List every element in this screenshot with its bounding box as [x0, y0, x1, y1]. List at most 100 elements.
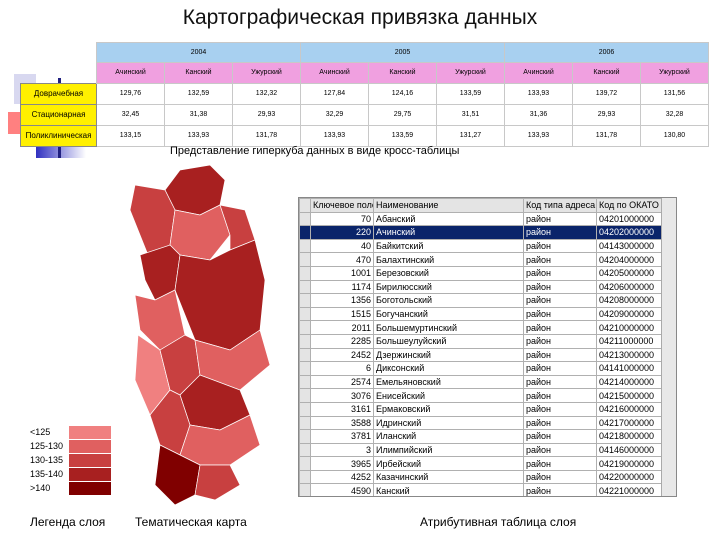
cell: 2452 [310, 347, 374, 363]
cell: 04208000000 [596, 293, 670, 308]
district-row: Ачинский Канский Ужурский Ачинский Канский Уж… [21, 62, 709, 84]
legend-swatch [68, 424, 112, 440]
district-header: Ужурский [640, 62, 709, 84]
cell: 04210000000 [596, 320, 670, 335]
cell: 131,78 [572, 124, 641, 147]
cell: 133,15 [96, 124, 165, 147]
table-row[interactable]: 3161 Ермаковский район 04216000000 [299, 401, 670, 417]
region [174, 239, 266, 351]
column-header: Код по ОКАТО [596, 198, 670, 213]
cell: 3781 [310, 429, 374, 444]
blank [21, 63, 97, 84]
cell: район [523, 238, 597, 254]
cell: район [523, 429, 597, 444]
cell: район [523, 469, 597, 485]
cell: 40 [310, 238, 374, 254]
table-row[interactable]: 1356 Боготольский район 04208000000 [299, 293, 670, 308]
cell: 470 [310, 252, 374, 267]
table-row[interactable]: 3965 Ирбейский район 04219000000 [299, 456, 670, 471]
cell: 6 [310, 361, 374, 376]
cell: Большеулуйский [373, 333, 524, 349]
legend: <125 125-130 130-135 135-140 >140 [30, 424, 112, 496]
row-indicator [299, 306, 311, 322]
cell: 1174 [310, 279, 374, 295]
table-row[interactable]: 470 Балахтинский район 04204000000 [299, 252, 670, 267]
legend-item: 130-135 [30, 452, 112, 468]
table-row[interactable]: 1174 Бирилюсский район 04206000000 [299, 279, 670, 295]
cell: район [523, 374, 597, 390]
cell: 124,16 [368, 82, 437, 105]
cell: 133,93 [504, 82, 573, 105]
table-row[interactable]: 4252 Казачинский район 04220000000 [299, 469, 670, 485]
legend-swatch [68, 452, 112, 468]
cell: 04143000000 [596, 238, 670, 254]
table-row[interactable]: 40 Байкитский район 04143000000 [299, 238, 670, 254]
row-indicator [299, 198, 311, 213]
cell: 04209000000 [596, 306, 670, 322]
cell: 130,80 [640, 124, 709, 147]
table-row[interactable]: 2285 Большеулуйский район 04211000000 [299, 333, 670, 349]
legend-label: 135-140 [30, 469, 64, 479]
cell: 2011 [310, 320, 374, 335]
cell: 04141000000 [596, 361, 670, 376]
scrollbar[interactable] [661, 198, 676, 496]
table-row[interactable]: 1001 Березовский район 04205000000 [299, 265, 670, 281]
region [194, 464, 241, 501]
table-row[interactable]: 220 Ачинский район 04202000000 [299, 225, 670, 240]
data-row: Доврачебная 129,76 132,59 132,32 127,84 124,1… [20, 82, 709, 105]
cell: 133,93 [300, 124, 369, 147]
table-row[interactable]: 3588 Идринский район 04217000000 [299, 415, 670, 431]
cell: 129,76 [96, 82, 165, 105]
column-header: Ключевое поле [310, 198, 374, 213]
cell: 2285 [310, 333, 374, 349]
cell: 04215000000 [596, 388, 670, 403]
cell: 04205000000 [596, 265, 670, 281]
cell: Балахтинский [373, 252, 524, 267]
data-row: Стационарная 32,45 31,38 29,93 32,29 29,75 31,… [20, 103, 709, 126]
cell: 127,84 [300, 82, 369, 105]
table-row[interactable]: 2452 Дзержинский район 04213000000 [299, 347, 670, 363]
row-indicator [299, 279, 311, 295]
year-header: 2005 [300, 42, 505, 63]
data-row: Поликлиническая 133,15 133,93 131,78 133,93 1… [20, 124, 709, 147]
attribute-grid: Ключевое поле Наименование Код типа адреса… [299, 198, 670, 496]
year-row: 2004 2005 2006 [21, 42, 709, 63]
district-header: Ачинский [300, 62, 369, 84]
table-row[interactable]: 4590 Канский район 04221000000 [299, 483, 670, 496]
cell: 04216000000 [596, 401, 670, 417]
cell: район [523, 456, 597, 471]
cell: 132,32 [232, 82, 301, 105]
cell: 2574 [310, 374, 374, 390]
cell: район [523, 442, 597, 458]
table-row[interactable]: 3076 Енисейский район 04215000000 [299, 388, 670, 403]
table-row[interactable]: 1515 Богучанский район 04209000000 [299, 306, 670, 322]
row-indicator [299, 388, 311, 403]
row-indicator [299, 293, 311, 308]
legend-item: 125-130 [30, 438, 112, 454]
cell: 04217000000 [596, 415, 670, 431]
row-indicator [299, 211, 311, 227]
cell: район [523, 401, 597, 417]
cell: 29,93 [232, 103, 301, 126]
cell: район [523, 347, 597, 363]
table-row[interactable]: 2011 Большемуртинский район 04210000000 [299, 320, 670, 335]
cell: 04221000000 [596, 483, 670, 496]
table-row[interactable]: 3781 Иланский район 04218000000 [299, 429, 670, 444]
cell: 04220000000 [596, 469, 670, 485]
cell: район [523, 293, 597, 308]
cell: 1515 [310, 306, 374, 322]
cell: район [523, 333, 597, 349]
table-row[interactable]: 6 Диксонский район 04141000000 [299, 361, 670, 376]
map-caption: Тематическая карта [135, 515, 247, 529]
table-row[interactable]: 3 Илимпийский район 04146000000 [299, 442, 670, 458]
cell: Березовский [373, 265, 524, 281]
column-header: Наименование [373, 198, 524, 213]
legend-item: >140 [30, 480, 112, 496]
cell: 32,29 [300, 103, 369, 126]
cell: Абанский [373, 211, 524, 227]
cell: Богучанский [373, 306, 524, 322]
table-caption: Представление гиперкуба данных в виде кр… [170, 145, 460, 157]
table-row[interactable]: 2574 Емельяновский район 04214000000 [299, 374, 670, 390]
table-row[interactable]: 70 Абанский район 04201000000 [299, 211, 670, 227]
cell: Казачинский [373, 469, 524, 485]
